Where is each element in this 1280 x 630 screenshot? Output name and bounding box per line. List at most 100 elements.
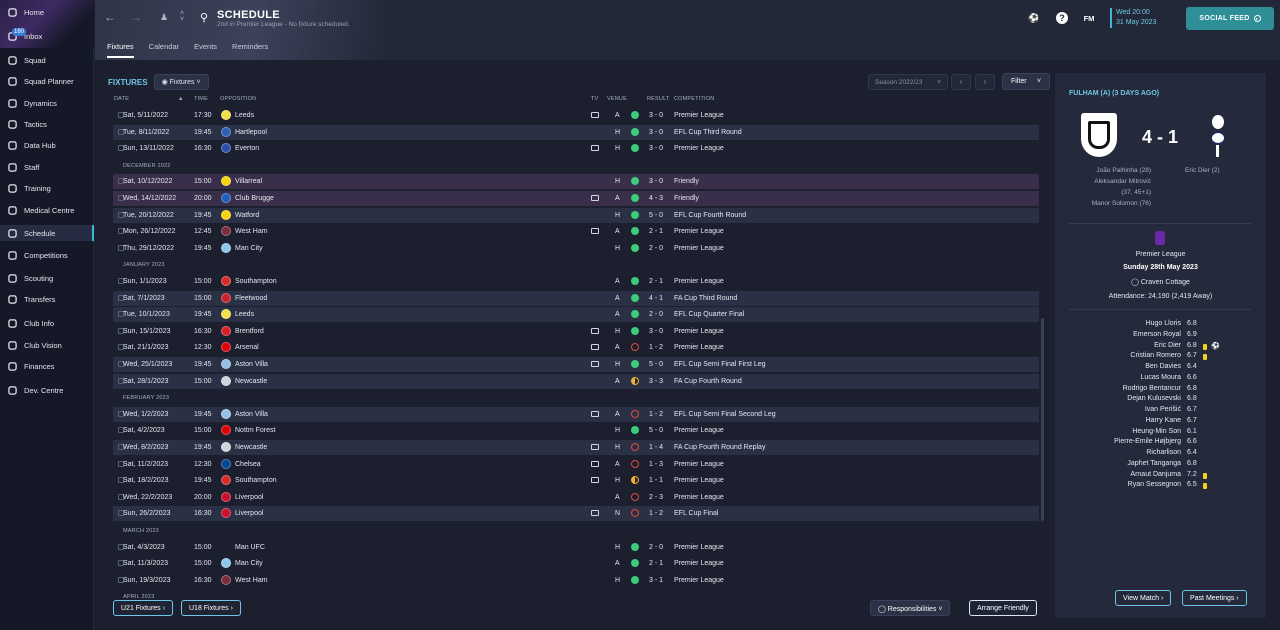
row-checkbox-icon[interactable]	[118, 410, 124, 417]
responsibilities-button[interactable]: ◯ Responsibilities ˅	[870, 600, 951, 616]
sidebar-item-squad-planner[interactable]: Squad Planner	[0, 73, 94, 89]
fixture-row[interactable]: Wed, 14/12/2022 20:00 Club Brugge A 4 - 3 Fri…	[113, 191, 1039, 206]
sidebar-item-finances[interactable]: Finances	[0, 358, 94, 374]
player-rating-row[interactable]: Heung-Min Son 6.1	[1085, 428, 1205, 438]
row-checkbox-icon[interactable]	[118, 128, 124, 135]
fixture-opposition[interactable]: Arsenal	[235, 344, 259, 352]
player-rating-row[interactable]: Cristian Romero 6.7	[1085, 352, 1207, 362]
club-switch-chevrons-icon[interactable]: ˄ ˅	[179, 10, 185, 23]
fixture-opposition[interactable]: Leeds	[235, 311, 255, 319]
fixture-opposition[interactable]: Club Brugge	[235, 195, 274, 202]
row-checkbox-icon[interactable]	[118, 377, 124, 384]
row-checkbox-icon[interactable]	[118, 195, 124, 201]
sidebar-item-schedule[interactable]: Schedule	[0, 225, 94, 241]
fixture-opposition[interactable]: Liverpool	[235, 493, 264, 501]
previous-season-button[interactable]: ‹	[951, 74, 971, 90]
sidebar-item-data-hub[interactable]: Data Hub	[0, 137, 94, 153]
fixture-row[interactable]: Wed, 1/2/2023 19:45 Aston Villa A 1 - 2 EFL C…	[113, 406, 1039, 422]
row-checkbox-icon[interactable]	[118, 361, 124, 367]
fixture-opposition[interactable]: Newcastle	[235, 444, 268, 451]
search-icon[interactable]: ⚲	[199, 11, 209, 24]
row-checkbox-icon[interactable]	[118, 460, 124, 467]
player-rating-row[interactable]: Richarlison 6.4	[1085, 449, 1205, 459]
player-rating-row[interactable]: Dejan Kulusevski 6.8	[1085, 395, 1205, 405]
row-checkbox-icon[interactable]	[118, 112, 124, 118]
fixture-row[interactable]: Sat, 11/3/2023 15:00 Man City A 2 - 1 Premier…	[113, 556, 1039, 571]
row-checkbox-icon[interactable]	[118, 576, 124, 583]
row-checkbox-icon[interactable]	[118, 510, 124, 517]
fixture-opposition[interactable]: West Ham	[235, 228, 268, 236]
fixture-row[interactable]: Sat, 5/11/2022 17:30 Leeds A 3 - 0 Premier Le…	[113, 108, 1039, 123]
arrange-friendly-button[interactable]: Arrange Friendly	[969, 600, 1037, 616]
player-rating-row[interactable]: Arnaut Danjuma 7.2	[1085, 471, 1207, 481]
ball-icon[interactable]: ⚽	[1028, 12, 1040, 23]
row-checkbox-icon[interactable]	[118, 327, 124, 334]
row-checkbox-icon[interactable]	[118, 244, 124, 251]
player-rating-row[interactable]: Hugo Lloris 6.8	[1085, 320, 1205, 330]
fixture-opposition[interactable]: West Ham	[235, 576, 268, 584]
social-feed-button[interactable]: SOCIAL FEED ▸	[1186, 7, 1274, 30]
sort-ascending-icon[interactable]: ▲	[178, 96, 184, 102]
fixture-opposition[interactable]: Aston Villa	[235, 410, 268, 418]
row-checkbox-icon[interactable]	[118, 427, 124, 434]
fixture-row[interactable]: Sat, 28/1/2023 15:00 Newcastle A 3 - 3 FA Cup…	[113, 373, 1039, 389]
fixture-row[interactable]: Sat, 4/3/2023 15:00 Man UFC H 2 - 0 Premier L…	[113, 540, 1039, 555]
sidebar-item-training[interactable]: Training	[0, 180, 94, 196]
row-checkbox-icon[interactable]	[118, 178, 124, 185]
fixture-opposition[interactable]: Southampton	[235, 477, 277, 485]
fixtures-scrollbar[interactable]	[1041, 318, 1044, 521]
sidebar-item-club-vision[interactable]: Club Vision	[0, 337, 94, 353]
fixtures-view-dropdown[interactable]: ◉ Fixtures ˅	[153, 74, 209, 90]
past-meetings-button[interactable]: Past Meetings ›	[1182, 590, 1247, 606]
row-checkbox-icon[interactable]	[118, 560, 124, 567]
sidebar-item-competitions[interactable]: Competitions	[0, 247, 94, 263]
row-checkbox-icon[interactable]	[118, 493, 124, 500]
fixture-opposition[interactable]: Aston Villa	[235, 361, 268, 368]
column-tv[interactable]: TV	[591, 96, 599, 102]
column-time[interactable]: TIME	[194, 96, 208, 102]
forward-arrow-icon[interactable]: →	[130, 10, 142, 24]
sidebar-item-inbox[interactable]: 160 Inbox	[0, 28, 94, 44]
row-checkbox-icon[interactable]	[118, 294, 124, 301]
next-season-button[interactable]: ›	[975, 74, 995, 90]
fixture-opposition[interactable]: Southampton	[235, 278, 277, 285]
column-date[interactable]: DATE	[114, 96, 130, 102]
row-checkbox-icon[interactable]	[118, 543, 124, 550]
fixture-row[interactable]: Sat, 21/1/2023 12:30 Arsenal A 1 - 2 Premier …	[113, 340, 1039, 355]
fixture-row[interactable]: Mon, 26/12/2022 12:45 West Ham A 2 - 1 Premie…	[113, 224, 1039, 239]
fixture-row[interactable]: Tue, 8/11/2022 19:45 Hartlepool H 3 - 0 EFL C…	[113, 124, 1039, 140]
fixture-row[interactable]: Sun, 15/1/2023 16:30 Brentford H 3 - 0 Premie…	[113, 324, 1039, 339]
match-panel-title[interactable]: FULHAM (A) (3 DAYS AGO)	[1069, 90, 1160, 97]
current-date[interactable]: Wed 20:00 31 May 2023	[1110, 8, 1156, 28]
sidebar-item-staff[interactable]: Staff	[0, 159, 94, 175]
fixture-row[interactable]: Sat, 10/12/2022 15:00 Villarreal H 3 - 0 Frie…	[113, 174, 1039, 190]
column-venue[interactable]: VENUE	[607, 96, 627, 102]
fixture-row[interactable]: Wed, 22/2/2023 20:00 Liverpool A 2 - 3 Premie…	[113, 490, 1039, 505]
fixture-row[interactable]: Sun, 19/3/2023 16:30 West Ham H 3 - 1 Premier…	[113, 573, 1039, 588]
player-rating-row[interactable]: Rodrigo Bentancur 6.8	[1085, 385, 1205, 395]
tab-calendar[interactable]: Calendar	[148, 42, 180, 51]
sidebar-item-home[interactable]: Home	[0, 4, 94, 20]
club-crest-icon[interactable]: ♟	[159, 11, 169, 22]
fixture-opposition[interactable]: Villarreal	[235, 178, 263, 186]
view-match-button[interactable]: View Match ›	[1115, 590, 1172, 606]
player-rating-row[interactable]: Pierre-Emile Højbjerg 6.6	[1085, 438, 1205, 448]
fixture-opposition[interactable]: Man UFC	[235, 543, 265, 551]
fixture-row[interactable]: Sun, 13/11/2022 16:30 Everton H 3 - 0 Premier…	[113, 141, 1039, 156]
fixture-opposition[interactable]: Liverpool	[235, 510, 264, 518]
row-checkbox-icon[interactable]	[118, 211, 124, 218]
help-icon[interactable]: ?	[1056, 12, 1068, 24]
season-dropdown[interactable]: Season 2022/23 ˅	[868, 74, 948, 90]
fixture-row[interactable]: Sun, 1/1/2023 15:00 Southampton A 2 - 1 Premi…	[113, 274, 1039, 289]
fixture-opposition[interactable]: Hartlepool	[235, 128, 267, 136]
fixture-opposition[interactable]: Man City	[235, 244, 263, 252]
sidebar-item-club-info[interactable]: Club Info	[0, 315, 94, 331]
fixture-opposition[interactable]: Leeds	[235, 112, 255, 119]
column-result[interactable]: RESULT	[647, 96, 670, 102]
player-rating-row[interactable]: Japhet Tanganga 6.8	[1085, 460, 1205, 470]
player-rating-row[interactable]: Ryan Sessegnon 6.5	[1085, 481, 1207, 491]
fixture-row[interactable]: Sun, 26/2/2023 16:30 Liverpool N 1 - 2 EFL Cu…	[113, 506, 1039, 522]
back-arrow-icon[interactable]: ←	[104, 10, 116, 24]
column-competition[interactable]: COMPETITION	[674, 96, 715, 102]
row-checkbox-icon[interactable]	[118, 145, 124, 152]
